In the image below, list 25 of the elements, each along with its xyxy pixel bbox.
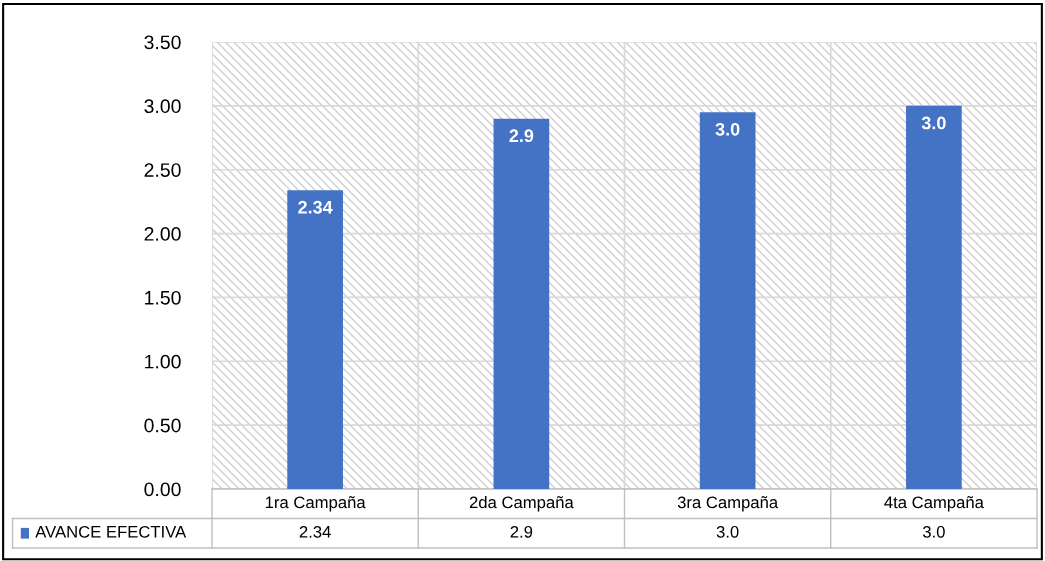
data-label: 2.9 [510, 525, 533, 538]
bar [699, 112, 756, 489]
data-label: 2.34 [299, 525, 331, 538]
text: 3.0 [921, 116, 946, 130]
legend-label: AVANCE EFECTIVA [35, 525, 187, 538]
text: 0.00 [144, 482, 181, 497]
x-tick-label: 1ra Campaña [265, 496, 366, 512]
text: 1.00 [145, 354, 181, 369]
text: 2.00 [144, 227, 181, 241]
text: 0.50 [144, 418, 181, 433]
x-tick-label: 4ta Campaña [884, 496, 984, 512]
bar [906, 105, 962, 489]
text: 1.50 [145, 290, 181, 305]
text: 2.50 [144, 163, 181, 177]
data-label: 3.0 [922, 525, 945, 538]
bar [287, 190, 343, 489]
text: 2.9 [509, 129, 534, 143]
text: 3.50 [144, 35, 181, 50]
data-label: 3.0 [716, 525, 739, 538]
text: 2.34 [298, 200, 333, 214]
bar [493, 118, 550, 489]
x-tick-label: 2da Campaña [469, 495, 574, 512]
text: 3.00 [144, 99, 181, 114]
x-tick-label: 3ra Campaña [677, 496, 779, 512]
text: 3.0 [715, 122, 740, 136]
